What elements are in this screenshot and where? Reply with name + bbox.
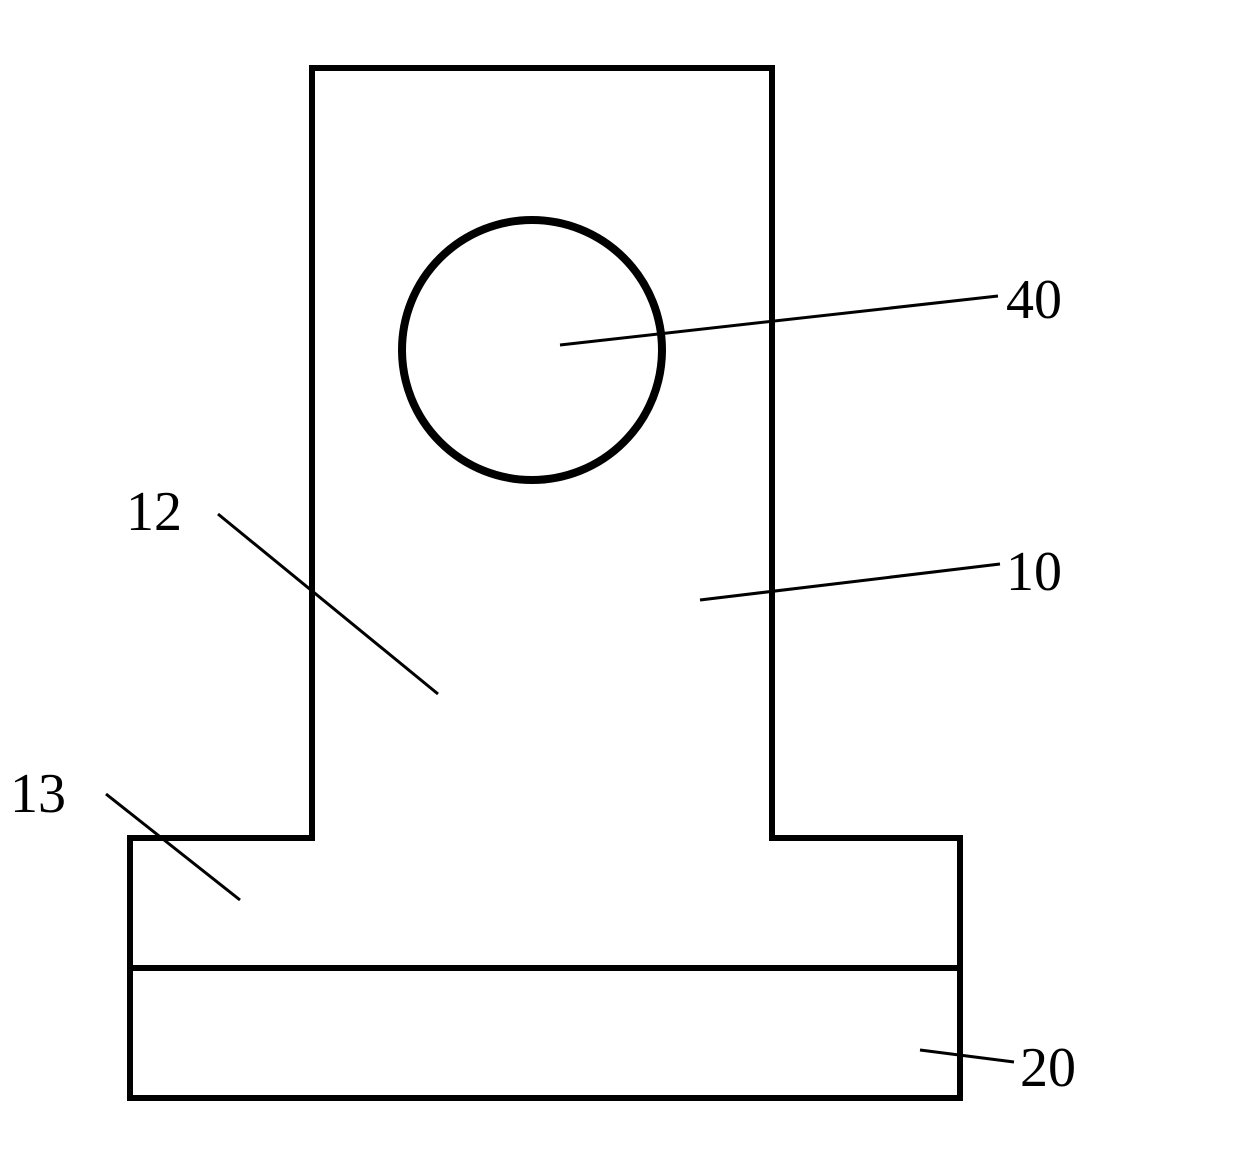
label-13: 13	[10, 762, 66, 826]
label-10: 10	[1006, 540, 1062, 604]
leader-lines	[106, 296, 1014, 1062]
label-40: 40	[1006, 268, 1062, 332]
label-20: 20	[1020, 1036, 1076, 1100]
label-12: 12	[126, 480, 182, 544]
